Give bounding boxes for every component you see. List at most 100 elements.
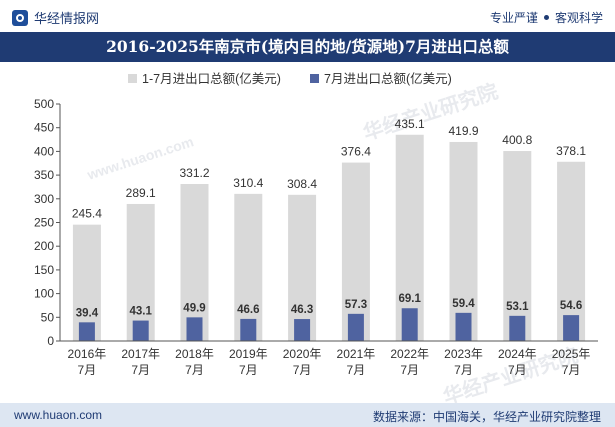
chart-title: 2016-2025年南京市(境内目的地/货源地)7月进出口总额 — [106, 37, 509, 56]
data-label-series1: 308.4 — [287, 177, 317, 191]
x-tick-label-line: 2020年 — [283, 347, 322, 361]
bar-series2 — [347, 313, 364, 341]
legend: 1-7月进出口总额(亿美元) 7月进出口总额(亿美元) — [128, 71, 452, 86]
x-tick-label-line: 7月 — [454, 363, 473, 377]
x-tick-label-line: 7月 — [562, 363, 581, 377]
data-label-series1: 331.2 — [179, 166, 209, 180]
footer-site: www.huaon.com — [14, 408, 103, 422]
data-label-series2: 69.1 — [399, 293, 422, 305]
data-label-series2: 43.1 — [130, 306, 153, 318]
bar-series1 — [395, 134, 424, 341]
x-tick-label-line: 2019年 — [229, 347, 268, 361]
tagline: 专业严谨 客观科学 — [490, 9, 603, 26]
bar-series2 — [509, 315, 526, 341]
y-tick-label: 450 — [34, 121, 54, 135]
x-tick-label: 2021年 7月 — [337, 347, 376, 377]
y-tick-label: 200 — [34, 239, 54, 253]
top-bar: 华经情报网 专业严谨 客观科学 — [0, 0, 615, 32]
bar-series2 — [186, 317, 203, 341]
footer-source: 数据来源：中国海关，华经产业研究院整理 — [372, 410, 601, 424]
data-label-series2: 46.3 — [291, 304, 313, 316]
brand-name: 华经情报网 — [34, 11, 100, 26]
data-label-series1: 245.4 — [72, 207, 102, 221]
legend-swatch-series2 — [310, 74, 319, 83]
x-tick-label-line: 7月 — [293, 363, 312, 377]
x-tick-label-line: 2022年 — [390, 347, 429, 361]
bar-series1 — [503, 151, 532, 341]
x-tick-label-line: 2023年 — [444, 347, 483, 361]
bar-series1 — [288, 194, 317, 341]
x-tick-label-line: 2024年 — [498, 347, 537, 361]
bar-series2 — [563, 315, 580, 341]
y-tick-label: 400 — [34, 144, 54, 158]
data-label-series1: 419.9 — [448, 124, 478, 138]
x-tick-label-line: 2025年 — [552, 347, 591, 361]
legend-swatch-series1 — [128, 74, 137, 83]
x-tick-label-line: 2018年 — [175, 347, 214, 361]
legend-label-series2: 7月进出口总额(亿美元) — [324, 71, 452, 86]
bar-series2 — [132, 320, 149, 341]
bar-series1 — [180, 184, 209, 341]
brand-logo-icon — [12, 9, 28, 26]
tagline-left: 专业严谨 — [489, 11, 538, 25]
data-label-series2: 46.6 — [237, 304, 259, 316]
x-tick-label-line: 2016年 — [68, 347, 107, 361]
data-label-series1: 376.4 — [341, 145, 371, 159]
bar-series2 — [401, 308, 418, 341]
data-label-series1: 310.4 — [233, 176, 263, 190]
x-tick-label-line: 7月 — [508, 363, 527, 377]
bars: 245.4 39.4 289.1 43.1 331.2 49.9 310.4 46.6 308.… — [72, 117, 586, 341]
bar-series1 — [449, 141, 478, 341]
x-tick-label: 2020年 7月 — [283, 347, 322, 377]
data-label-series1: 289.1 — [126, 186, 156, 200]
data-label-series1: 378.1 — [556, 144, 586, 158]
bar-series1 — [126, 203, 155, 341]
y-tick-label: 0 — [47, 334, 54, 348]
data-label-series2: 54.6 — [560, 300, 582, 312]
y-axis: 0 50 100 150 200 250 300 350 400 450 500 — [34, 97, 61, 348]
data-label-series1: 435.1 — [395, 117, 425, 131]
y-tick-label: 250 — [34, 216, 54, 230]
title-bar: 2016-2025年南京市(境内目的地/货源地)7月进出口总额 — [0, 32, 615, 62]
y-tick-label: 50 — [41, 310, 55, 324]
bar-series1 — [72, 224, 101, 341]
brand: 华经情报网 — [12, 8, 99, 27]
bar-series2 — [294, 319, 311, 341]
x-tick-label: 2023年 7月 — [444, 347, 483, 377]
x-tick-label: 2019年 7月 — [229, 347, 268, 377]
data-label-series2: 59.4 — [452, 298, 475, 310]
bar-series2 — [455, 312, 472, 341]
x-tick-label-line: 7月 — [239, 363, 258, 377]
bar-series1 — [341, 162, 370, 341]
y-tick-label: 300 — [34, 192, 54, 206]
x-tick-label-line: 7月 — [131, 363, 150, 377]
bar-series2 — [78, 322, 95, 341]
x-tick-label-line: 2017年 — [121, 347, 160, 361]
data-label-series2: 57.3 — [345, 299, 367, 311]
bar-series1 — [557, 161, 586, 341]
y-tick-label: 500 — [34, 97, 54, 111]
dot-icon — [543, 15, 549, 21]
x-tick-label: 2016年 7月 — [68, 347, 107, 377]
data-label-series1: 400.8 — [502, 133, 532, 147]
y-tick-label: 350 — [34, 168, 54, 182]
bar-series1 — [234, 193, 263, 341]
x-tick-label: 2018年 7月 — [175, 347, 214, 377]
footer: www.huaon.com 数据来源：中国海关，华经产业研究院整理 — [0, 403, 615, 427]
x-tick-label-line: 7月 — [400, 363, 419, 377]
x-tick-label: 2024年 7月 — [498, 347, 537, 377]
legend-label-series1: 1-7月进出口总额(亿美元) — [142, 71, 281, 86]
x-tick-label-line: 7月 — [185, 363, 204, 377]
data-label-series2: 39.4 — [76, 307, 99, 319]
x-tick-label-line: 7月 — [347, 363, 366, 377]
x-tick-label-line: 2021年 — [337, 347, 376, 361]
x-tick-label: 2017年 7月 — [121, 347, 160, 377]
data-label-series2: 53.1 — [506, 301, 529, 313]
data-label-series2: 49.9 — [183, 302, 205, 314]
x-tick-label: 2022年 7月 — [390, 347, 429, 377]
tagline-right: 客观科学 — [554, 11, 603, 25]
bar-series2 — [240, 318, 257, 341]
y-tick-label: 150 — [34, 263, 54, 277]
